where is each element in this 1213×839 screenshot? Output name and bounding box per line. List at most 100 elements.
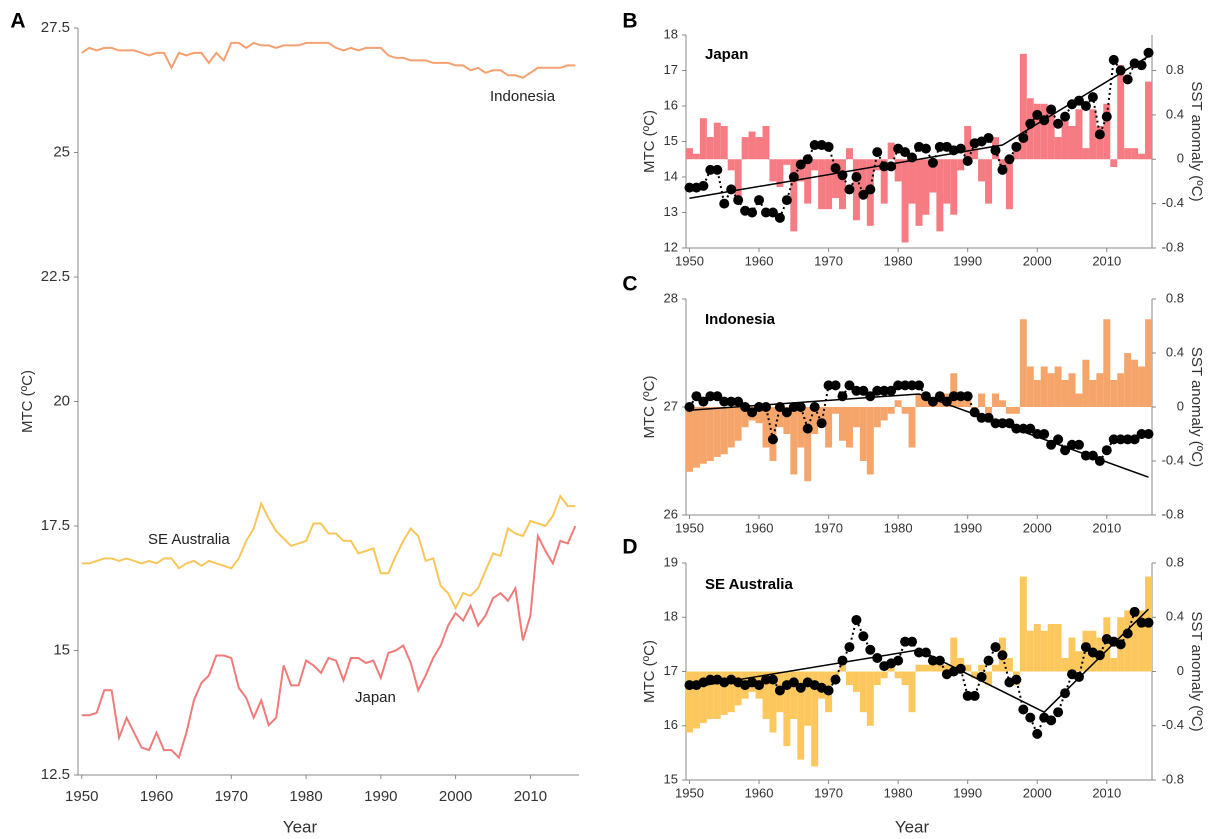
mtc-point [1060, 111, 1071, 122]
sst-bar [832, 407, 840, 414]
mtc-point [893, 655, 904, 666]
sst-bar [1089, 109, 1097, 160]
mtc-point [997, 164, 1008, 175]
mtc-point [747, 207, 758, 218]
sst-bar [811, 407, 819, 434]
sst-bar [859, 159, 867, 193]
sst-bar [1026, 366, 1034, 407]
mtc-point [851, 172, 862, 182]
mtc-point [886, 385, 897, 396]
y-tick-label: 17 [664, 663, 678, 678]
sst-bar [964, 125, 972, 160]
y-tick-label: 27.5 [41, 19, 70, 36]
sst-bar [762, 407, 770, 448]
mtc-point [1115, 639, 1126, 650]
x-tick-label: 1980 [884, 253, 913, 268]
mtc-point [844, 642, 855, 653]
mtc-point [760, 207, 771, 218]
sst-bar [741, 407, 749, 428]
mtc-point [858, 189, 869, 200]
sst-bar [901, 159, 909, 243]
mtc-point [927, 396, 938, 407]
sst-bar [845, 671, 853, 686]
sst-bar [1082, 148, 1090, 160]
sst-bar [1096, 125, 1104, 160]
y2-tick-label: 0 [1177, 663, 1184, 678]
sst-bar [797, 671, 805, 760]
y-tick-label: 18 [664, 609, 678, 624]
mtc-point [962, 690, 973, 701]
mtc-point [872, 385, 883, 396]
sst-bar [852, 159, 860, 221]
sst-bar [852, 407, 860, 428]
mtc-point [760, 674, 771, 685]
sst-bar [1089, 380, 1097, 407]
sst-bar [748, 131, 756, 160]
mtc-point [1032, 109, 1043, 120]
mtc-point [865, 184, 876, 195]
mtc-point [920, 143, 931, 154]
sst-bar [804, 159, 812, 204]
sst-bar [1040, 366, 1048, 407]
mtc-point [1080, 101, 1091, 111]
y-tick-label: 16 [664, 717, 678, 732]
sst-bar [985, 159, 993, 204]
mtc-point [726, 396, 737, 407]
y2-tick-label: -0.4 [1162, 195, 1184, 210]
y2-tick-label: 0.8 [1166, 62, 1184, 77]
mtc-point [1025, 423, 1036, 434]
sst-bar [943, 159, 951, 204]
sst-bar [894, 671, 902, 679]
mtc-point [788, 402, 799, 412]
mtc-point [767, 207, 778, 218]
mtc-point [830, 674, 841, 685]
y2-tick-label: 0 [1177, 151, 1184, 166]
sst-bar [783, 407, 791, 434]
sst-bar [811, 671, 819, 767]
sst-bar [1110, 380, 1118, 407]
sst-bar [1040, 103, 1048, 160]
sst-bar [936, 664, 944, 672]
x-tick-label: 1990 [364, 788, 397, 805]
y-tick-label: 16 [664, 97, 678, 112]
mtc-point [1143, 617, 1154, 628]
sst-bar [1075, 651, 1083, 672]
sst-bar [692, 407, 700, 468]
mtc-point [705, 164, 716, 175]
sst-bar [1131, 359, 1139, 407]
sst-bar [686, 407, 693, 472]
sst-bar [790, 407, 798, 475]
y2-tick-label: 0.4 [1166, 106, 1184, 121]
mtc-point [1122, 74, 1133, 85]
sst-bar [1054, 366, 1062, 407]
mtc-point [1011, 674, 1022, 685]
mtc-point [893, 380, 904, 391]
sst-bar [783, 159, 791, 165]
x-tick-label: 1990 [953, 520, 982, 535]
panel-letter: D [622, 536, 637, 559]
panel-letter: C [622, 273, 637, 296]
sst-bar [692, 671, 700, 729]
sst-bar [964, 400, 972, 407]
mtc-point [997, 650, 1008, 661]
sst-bar [720, 671, 728, 715]
mtc-point [1094, 650, 1105, 661]
mtc-point [837, 655, 848, 666]
sst-bar [1019, 53, 1027, 160]
y-axis-label: MTC (ºC) [641, 110, 658, 173]
sst-bar [1005, 407, 1013, 414]
mtc-point [858, 385, 869, 396]
sst-bar [894, 400, 902, 407]
mtc-point [1032, 728, 1043, 739]
sst-bar [839, 159, 846, 210]
sst-bar [929, 664, 937, 672]
x-tick-label: 2000 [439, 788, 472, 805]
x-axis-label: Year [895, 817, 930, 836]
mtc-point [1115, 65, 1126, 76]
sst-bar [1054, 624, 1062, 672]
x-tick-label: 2010 [1092, 253, 1121, 268]
sst-bar [713, 671, 721, 719]
mtc-point [823, 141, 834, 152]
sst-bar [762, 125, 770, 160]
